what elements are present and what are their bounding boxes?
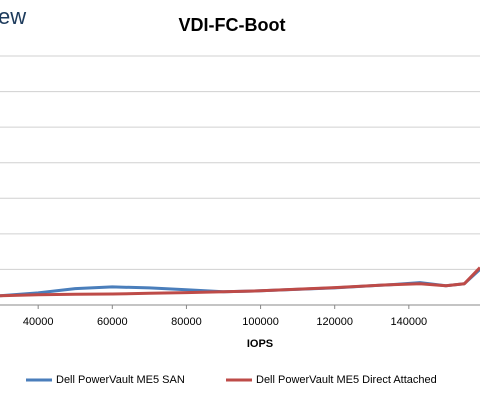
- x-tick-label: 120000: [316, 316, 353, 328]
- x-axis-label: IOPS: [247, 338, 273, 350]
- chart-title: VDI-FC-Boot: [179, 15, 286, 35]
- x-tick-label: 140000: [390, 316, 427, 328]
- x-tick-label: 40000: [23, 316, 54, 328]
- logo: ew: [0, 4, 26, 29]
- x-tick-label: 100000: [242, 316, 279, 328]
- x-tick-label: 80000: [171, 316, 202, 328]
- x-tick-label: 60000: [97, 316, 128, 328]
- legend-label: Dell PowerVault ME5 SAN: [56, 374, 185, 386]
- legend-label: Dell PowerVault ME5 Direct Attached: [256, 374, 437, 386]
- series-line: [0, 266, 480, 298]
